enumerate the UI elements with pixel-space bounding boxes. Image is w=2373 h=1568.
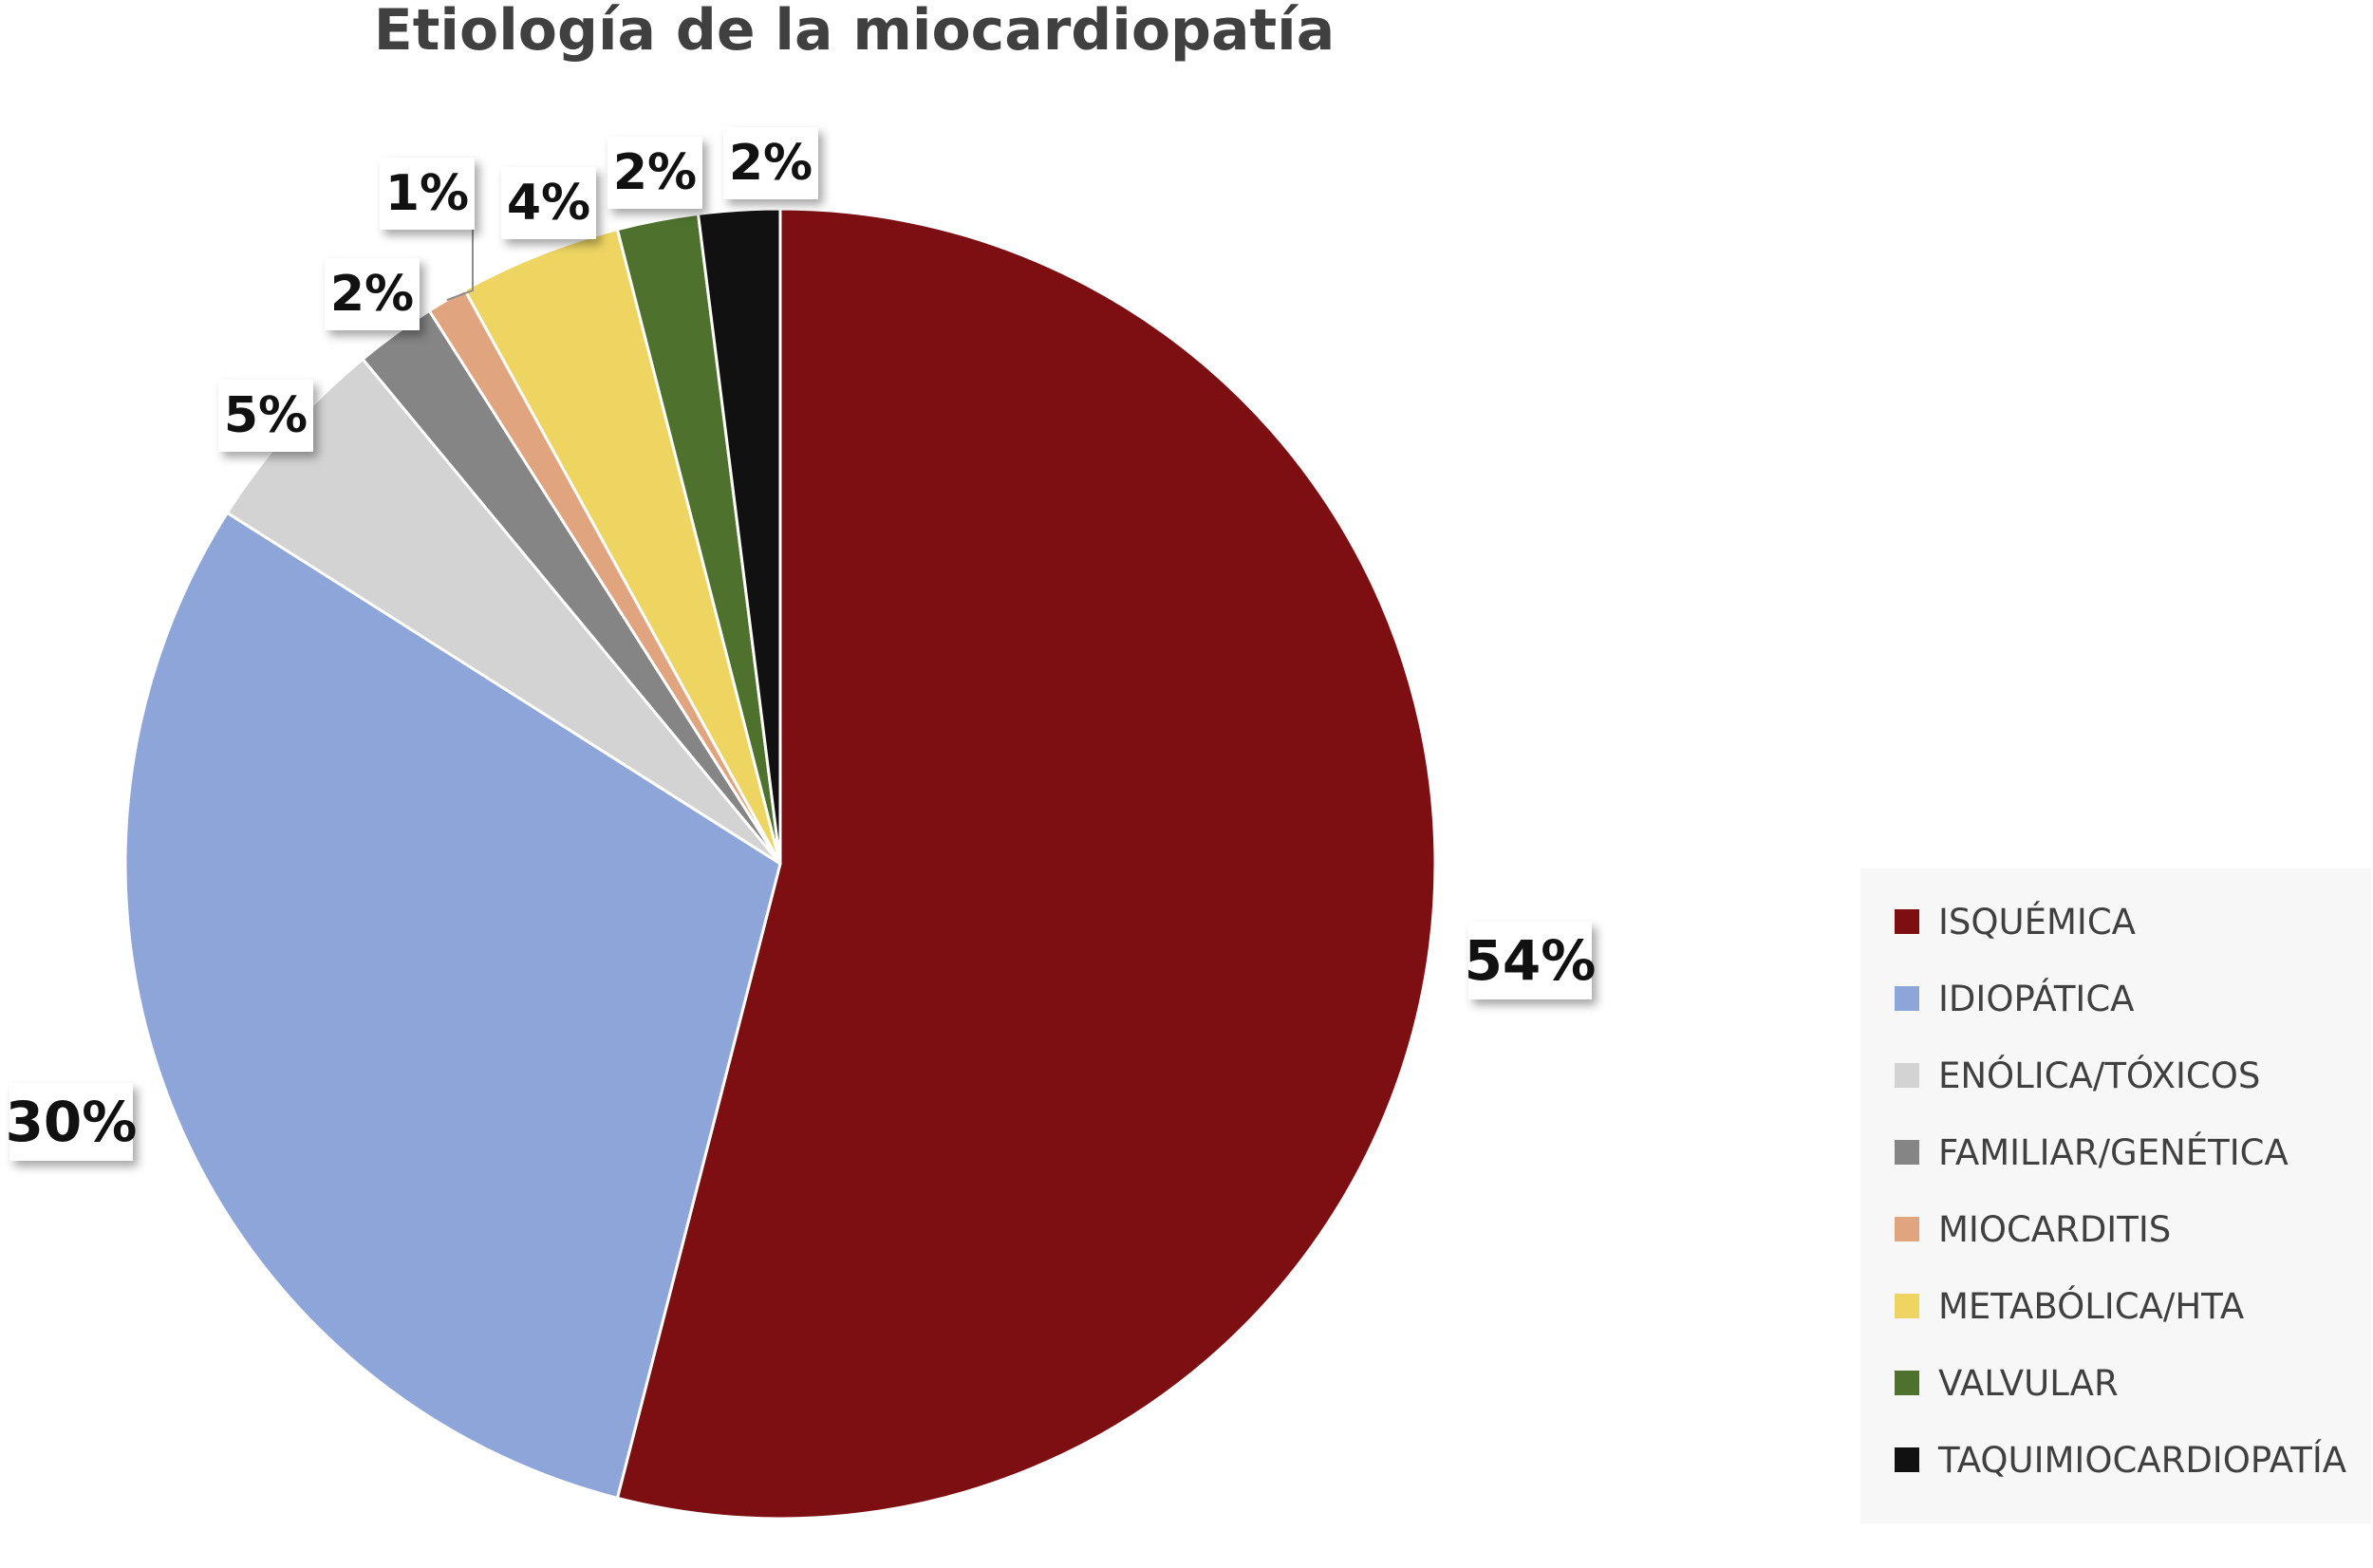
data-label-text: 5% <box>224 387 308 444</box>
legend-label: ENÓLICA/TÓXICOS <box>1938 1055 2261 1096</box>
data-label-valvular: 2% <box>607 137 702 209</box>
legend-item-enolica-toxicos: ENÓLICA/TÓXICOS <box>1895 1047 2260 1104</box>
data-label-isquemica: 54% <box>1465 922 1597 999</box>
legend-label: METABÓLICA/HTA <box>1938 1285 2245 1327</box>
legend-item-idiopatica: IDIOPÁTICA <box>1895 970 2134 1027</box>
legend-label: MIOCARDITIS <box>1938 1208 2172 1250</box>
data-label-familiar-genetica: 2% <box>325 258 420 330</box>
legend-label: IDIOPÁTICA <box>1938 978 2135 1019</box>
legend-label: VALVULAR <box>1938 1362 2119 1404</box>
legend-swatch <box>1895 1294 1919 1318</box>
data-label-taquimiocardiopatia: 2% <box>723 127 818 199</box>
pie-slice-taquimiocardiopatia <box>696 207 782 865</box>
data-label-metabolica-hta: 4% <box>501 167 596 239</box>
legend-swatch <box>1895 909 1919 934</box>
legend-swatch <box>1895 1447 1919 1472</box>
legend-item-miocarditis: MIOCARDITIS <box>1895 1201 2171 1258</box>
data-label-text: 30% <box>6 1090 138 1154</box>
legend-label: FAMILIAR/GENÉTICA <box>1938 1131 2289 1173</box>
legend-item-isquemica: ISQUÉMICA <box>1895 893 2136 950</box>
legend-item-familiar-genetica: FAMILIAR/GENÉTICA <box>1895 1124 2289 1181</box>
legend-swatch <box>1895 1140 1919 1165</box>
legend-swatch <box>1895 1371 1919 1395</box>
data-label-text: 2% <box>729 135 813 192</box>
data-label-text: 1% <box>385 165 469 222</box>
legend-item-metabolica-hta: METABÓLICA/HTA <box>1895 1278 2244 1335</box>
chart-title: Etiología de la miocardiopatía <box>373 0 1336 64</box>
legend-item-taquimiocardiopatia: TAQUIMIOCARDIOPATÍA <box>1895 1431 2346 1488</box>
legend-swatch <box>1895 986 1919 1011</box>
legend: ISQUÉMICA IDIOPÁTICA ENÓLICA/TÓXICOS FAMILI… <box>1860 868 2371 1523</box>
leader-line-miocarditis <box>446 230 474 302</box>
legend-label: ISQUÉMICA <box>1938 901 2136 943</box>
pie-slice-isquemica <box>615 207 1437 1521</box>
data-label-text: 2% <box>613 144 697 201</box>
data-label-text: 54% <box>1465 928 1597 993</box>
data-label-enolica-toxicos: 5% <box>218 380 313 452</box>
data-label-miocarditis: 1% <box>380 158 475 230</box>
data-label-text: 4% <box>507 175 590 232</box>
data-label-text: 2% <box>330 266 414 323</box>
pie-slice-idiopatica <box>123 511 782 1501</box>
legend-swatch <box>1895 1063 1919 1088</box>
legend-swatch <box>1895 1217 1919 1241</box>
data-label-idiopatica: 30% <box>6 1083 138 1161</box>
legend-label: TAQUIMIOCARDIOPATÍA <box>1938 1439 2347 1481</box>
legend-item-valvular: VALVULAR <box>1895 1354 2119 1411</box>
